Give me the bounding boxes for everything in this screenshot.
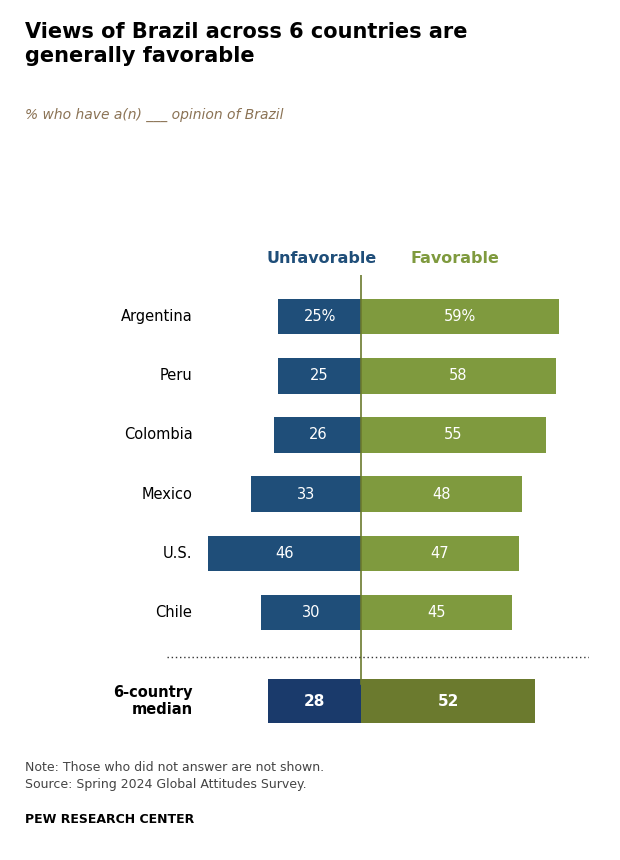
Text: Unfavorable: Unfavorable — [266, 251, 376, 267]
Text: 30: 30 — [302, 605, 321, 620]
Bar — [208, 536, 361, 571]
Text: Views of Brazil across 6 countries are
generally favorable: Views of Brazil across 6 countries are g… — [25, 22, 467, 66]
Text: 55: 55 — [445, 427, 463, 442]
Bar — [275, 417, 361, 452]
Text: 45: 45 — [428, 605, 446, 620]
Text: 25%: 25% — [303, 309, 336, 324]
Text: % who have a(n) ___ opinion of Brazil: % who have a(n) ___ opinion of Brazil — [25, 108, 283, 121]
Bar — [278, 299, 361, 335]
Text: Favorable: Favorable — [410, 251, 500, 267]
Text: 47: 47 — [431, 546, 450, 561]
Bar — [251, 476, 361, 512]
Text: Note: Those who did not answer are not shown.
Source: Spring 2024 Global Attitud: Note: Those who did not answer are not s… — [25, 761, 324, 791]
Text: Peru: Peru — [160, 368, 192, 384]
Text: 46: 46 — [275, 546, 294, 561]
Bar — [361, 536, 519, 571]
Text: 33: 33 — [297, 487, 316, 501]
Text: 59%: 59% — [444, 309, 476, 324]
Bar — [361, 417, 546, 452]
Bar — [268, 679, 361, 723]
Bar — [278, 358, 361, 394]
Bar — [261, 594, 361, 630]
Text: 26: 26 — [309, 427, 327, 442]
Text: 58: 58 — [450, 368, 467, 384]
Bar — [361, 476, 522, 512]
Text: 28: 28 — [304, 694, 326, 709]
Text: Chile: Chile — [156, 605, 192, 620]
Bar — [361, 358, 556, 394]
Text: 48: 48 — [433, 487, 451, 501]
Text: Colombia: Colombia — [124, 427, 192, 442]
Text: 6-country
median: 6-country median — [113, 685, 192, 717]
Text: PEW RESEARCH CENTER: PEW RESEARCH CENTER — [25, 813, 194, 826]
Text: Mexico: Mexico — [141, 487, 192, 501]
Text: U.S.: U.S. — [163, 546, 192, 561]
Text: 52: 52 — [438, 694, 459, 709]
Bar — [361, 679, 536, 723]
Text: 25: 25 — [311, 368, 329, 384]
Text: Argentina: Argentina — [121, 309, 192, 324]
Bar — [361, 299, 559, 335]
Bar — [361, 594, 512, 630]
